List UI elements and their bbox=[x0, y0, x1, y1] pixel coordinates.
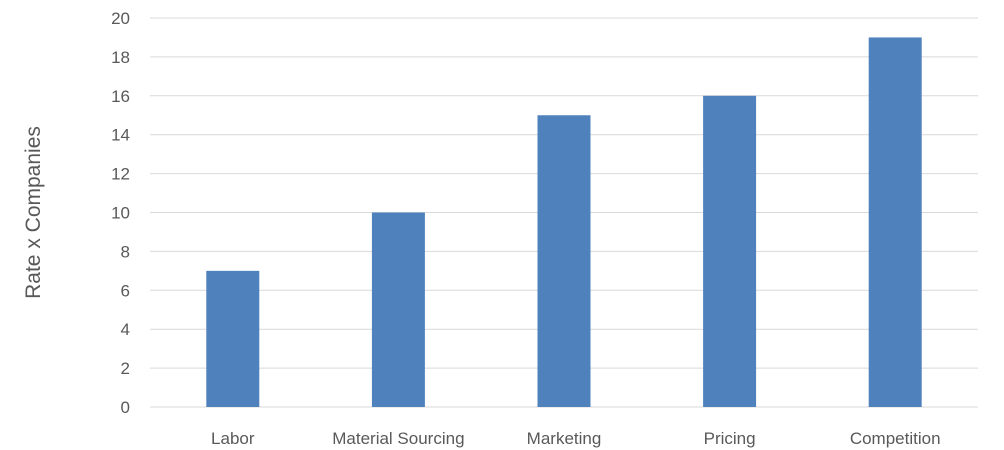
y-tick-label: 6 bbox=[121, 281, 130, 300]
bar-material-sourcing bbox=[371, 212, 425, 407]
bars bbox=[206, 37, 922, 408]
y-tick-label: 8 bbox=[121, 242, 130, 261]
y-tick-label: 2 bbox=[121, 359, 130, 378]
y-tick-label: 14 bbox=[111, 126, 130, 145]
x-tick-label: Pricing bbox=[704, 429, 756, 448]
x-tick-labels: Labor Material Sourcing Marketing Pricing Co… bbox=[211, 429, 941, 448]
bar-competition bbox=[868, 37, 922, 407]
bar-pricing bbox=[703, 95, 757, 408]
y-tick-label: 12 bbox=[111, 165, 130, 184]
x-tick-label: Material Sourcing bbox=[332, 429, 464, 448]
x-tick-label: Competition bbox=[850, 429, 941, 448]
bar-labor bbox=[206, 270, 260, 407]
y-axis-title: Rate x Companies bbox=[22, 126, 45, 299]
y-tick-label: 20 bbox=[111, 9, 130, 28]
y-tick-labels: 0 2 4 6 8 10 12 14 16 18 20 bbox=[111, 9, 130, 417]
y-tick-label: 4 bbox=[121, 320, 130, 339]
y-tick-label: 10 bbox=[111, 204, 130, 223]
x-tick-label: Marketing bbox=[527, 429, 602, 448]
y-tick-label: 0 bbox=[121, 398, 130, 417]
bar-marketing bbox=[537, 115, 591, 407]
x-tick-label: Labor bbox=[211, 429, 255, 448]
y-tick-label: 18 bbox=[111, 48, 130, 67]
y-tick-label: 16 bbox=[111, 87, 130, 106]
